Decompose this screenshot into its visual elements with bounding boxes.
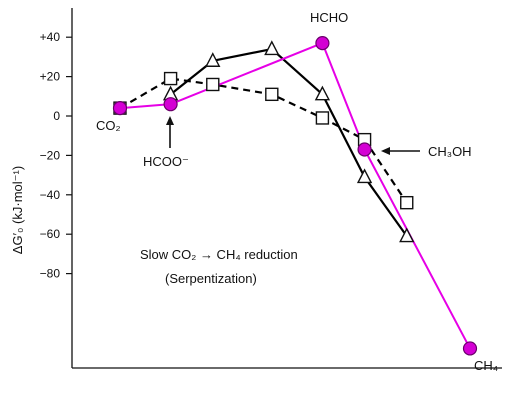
data-point-triangle [205, 52, 221, 67]
data-point-magenta [163, 97, 178, 112]
data-point-magenta [462, 341, 478, 356]
data-point-triangle [314, 85, 331, 101]
data-point-square [206, 77, 220, 92]
data-point-square [265, 87, 279, 102]
y-tick-label: +40 [40, 30, 61, 44]
ch3oh-arrow-head [381, 147, 390, 155]
series-lines [119, 42, 471, 349]
label-ch3oh: CH₃OH [428, 144, 472, 159]
label-hcoo: HCOO⁻ [143, 154, 189, 169]
data-point-magenta [112, 101, 128, 116]
y-tick-label: −60 [40, 227, 61, 241]
y-tick-label: −20 [40, 148, 61, 162]
data-point-square [163, 71, 178, 86]
series-line-magenta-line-circles [119, 42, 471, 349]
data-point-magenta [315, 36, 330, 51]
label-co2: CO₂ [96, 118, 121, 133]
label-ch4: CH₄ [474, 358, 498, 373]
y-tick-label: +20 [40, 70, 61, 84]
y-tick-label: −40 [40, 188, 61, 202]
label-hcho: HCHO [310, 10, 348, 25]
y-tick-label: −80 [40, 267, 61, 281]
note-line-2: (Serpentization) [165, 271, 257, 286]
series-markers [112, 36, 478, 356]
data-point-triangle [399, 227, 415, 243]
data-point-triangle [356, 168, 373, 184]
y-axis-label: ΔG′₀ (kJ·mol⁻¹) [10, 166, 25, 254]
series-line-solid-black-triangles [169, 47, 408, 237]
annotation-arrows [166, 116, 420, 155]
axes [71, 8, 502, 369]
data-point-magenta [357, 142, 372, 157]
note-line-1: Slow CO₂ → CH₄ reduction [140, 247, 298, 262]
data-point-triangle [264, 40, 280, 56]
data-point-square [400, 195, 414, 210]
y-ticks: +40 +20 0 −20 −40 −60 −80 [40, 30, 72, 281]
hcoo-arrow-head [166, 116, 174, 125]
y-tick-label: 0 [53, 109, 60, 123]
data-point-square [315, 111, 330, 125]
